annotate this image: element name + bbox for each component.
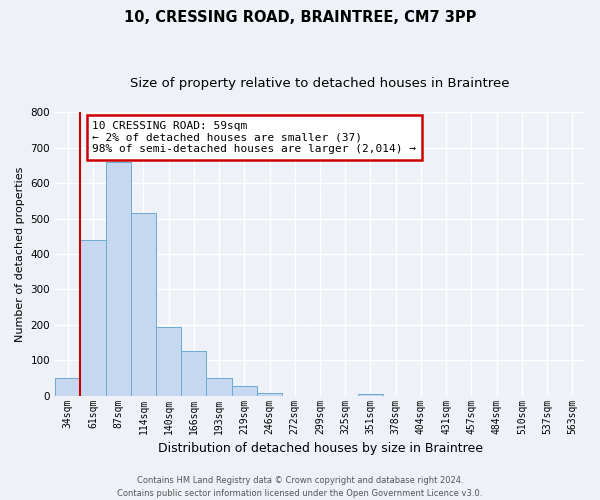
Bar: [55, 378, 80, 396]
Bar: [232, 386, 257, 396]
Bar: [206, 378, 232, 396]
X-axis label: Distribution of detached houses by size in Braintree: Distribution of detached houses by size …: [158, 442, 482, 455]
Title: Size of property relative to detached houses in Braintree: Size of property relative to detached ho…: [130, 78, 510, 90]
Bar: [257, 393, 282, 396]
Bar: [156, 328, 181, 396]
Bar: [106, 162, 131, 396]
Bar: [181, 350, 206, 396]
Text: 10 CRESSING ROAD: 59sqm
← 2% of detached houses are smaller (37)
98% of semi-det: 10 CRESSING ROAD: 59sqm ← 2% of detached…: [92, 121, 416, 154]
Bar: [358, 394, 383, 396]
Y-axis label: Number of detached properties: Number of detached properties: [15, 166, 25, 342]
Text: Contains HM Land Registry data © Crown copyright and database right 2024.
Contai: Contains HM Land Registry data © Crown c…: [118, 476, 482, 498]
Bar: [80, 240, 106, 396]
Bar: [131, 214, 156, 396]
Text: 10, CRESSING ROAD, BRAINTREE, CM7 3PP: 10, CRESSING ROAD, BRAINTREE, CM7 3PP: [124, 10, 476, 25]
